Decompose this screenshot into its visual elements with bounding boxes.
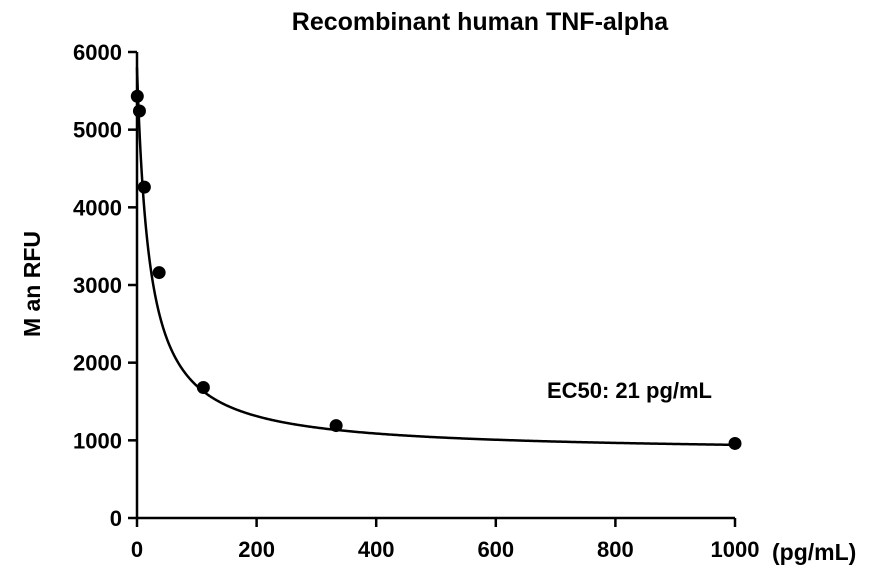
x-tick-label: 600 — [477, 537, 514, 562]
y-axis-label: M an RFU — [19, 231, 45, 337]
x-tick-label: 800 — [597, 537, 634, 562]
chart-title: Recombinant human TNF-alpha — [292, 8, 670, 36]
y-tick-label: 1000 — [73, 428, 122, 453]
fit-curve — [135, 67, 736, 447]
y-tick-label: 2000 — [73, 351, 122, 376]
fit-curve-group — [135, 67, 736, 447]
y-tick-label: 3000 — [73, 273, 122, 298]
x-tick-label: 0 — [131, 537, 143, 562]
y-tick-label: 5000 — [73, 118, 122, 143]
data-point — [137, 180, 151, 194]
data-point — [196, 381, 210, 395]
axes: 0 200 400 600 800 1000 0 1000 2000 3000 4000 5000 60… — [73, 40, 759, 562]
x-axis-unit-label: (pg/mL) — [772, 539, 856, 565]
x-tick-label: 1000 — [711, 537, 760, 562]
data-point — [132, 104, 146, 118]
data-point — [130, 89, 144, 103]
y-tick-label: 4000 — [73, 195, 122, 220]
x-tick-label: 400 — [358, 537, 395, 562]
data-point — [152, 266, 166, 280]
ec50-annotation: EC50: 21 pg/mL — [547, 378, 712, 403]
y-axis-label-group: M an RFU — [19, 231, 45, 337]
y-tick-label: 0 — [110, 506, 122, 531]
data-point — [728, 436, 742, 450]
x-tick-label: 200 — [238, 537, 275, 562]
data-points — [130, 89, 742, 450]
y-tick-label: 6000 — [73, 40, 122, 65]
data-point — [329, 419, 343, 433]
